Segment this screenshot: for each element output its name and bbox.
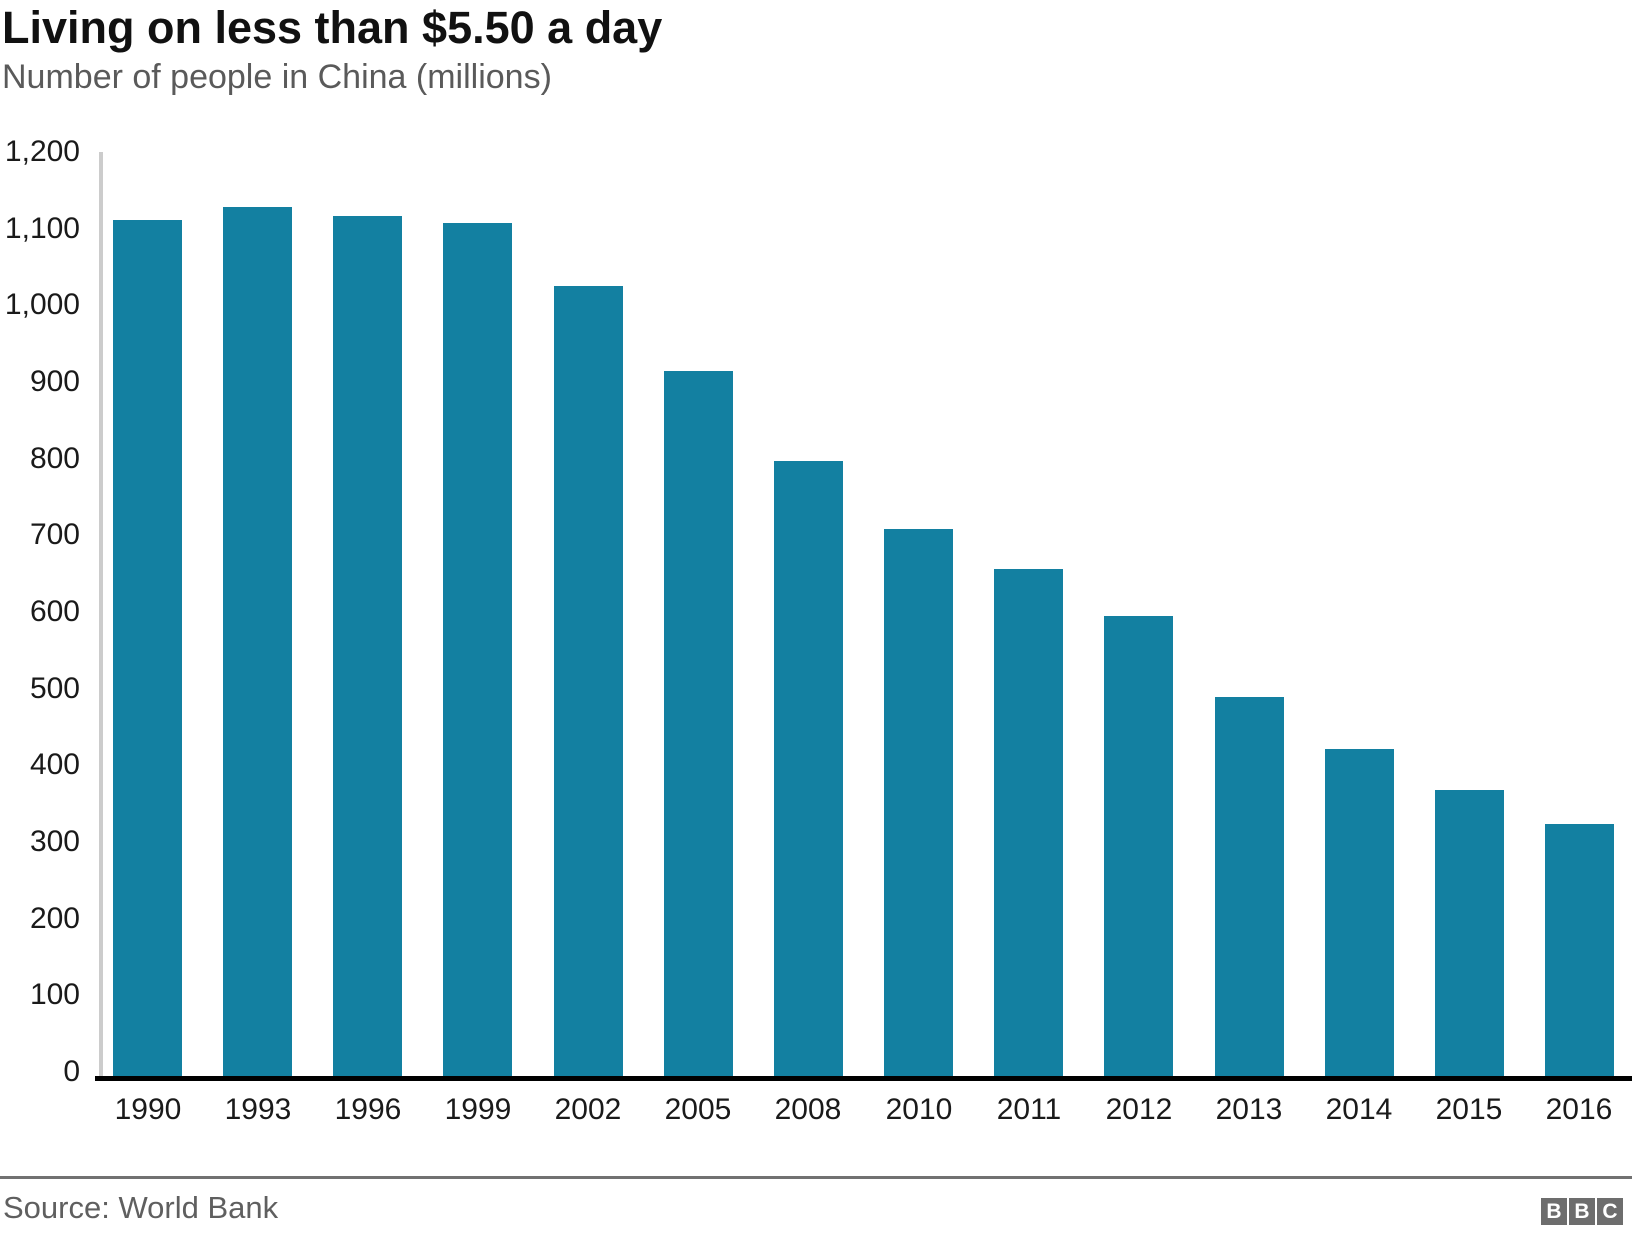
y-tick-label: 500: [29, 672, 80, 705]
x-tick-label-2015: 2015: [1435, 1093, 1503, 1126]
x-tick-label-2012: 2012: [1105, 1093, 1173, 1126]
bar-2011: [994, 569, 1063, 1076]
source-label: Source: World Bank: [3, 1190, 279, 1225]
x-tick-label-2008: 2008: [774, 1093, 842, 1126]
x-tick-label-1993: 1993: [224, 1093, 292, 1126]
bar-2012: [1104, 616, 1173, 1076]
bar-2005: [664, 371, 733, 1076]
y-tick-label: 200: [29, 902, 80, 935]
x-tick-label-2010: 2010: [885, 1093, 953, 1126]
y-tick-label: 1,000: [4, 288, 80, 321]
y-tick-label: 0: [63, 1055, 80, 1088]
x-tick-label-2014: 2014: [1325, 1093, 1393, 1126]
chart-title: Living on less than $5.50 a day: [2, 2, 663, 53]
x-tick-label-2011: 2011: [996, 1093, 1062, 1126]
x-tick-label-2013: 2013: [1215, 1093, 1283, 1126]
bar-2013: [1215, 697, 1284, 1076]
x-tick-label-2002: 2002: [554, 1093, 622, 1126]
x-axis-baseline: [95, 1076, 1632, 1081]
y-tick-label: 1,100: [4, 212, 80, 245]
y-tick-label: 800: [29, 442, 80, 475]
bar-2015: [1435, 790, 1504, 1076]
bbc-logo-letter-box: B: [1569, 1198, 1595, 1225]
bar-1993: [223, 207, 292, 1076]
y-tick-label: 600: [29, 595, 80, 628]
y-tick-label: 300: [29, 825, 80, 858]
x-tick-label-1999: 1999: [444, 1093, 512, 1126]
y-tick-label: 700: [29, 518, 80, 551]
footer-divider: [0, 1176, 1632, 1179]
y-tick-label: 900: [29, 365, 80, 398]
bbc-logo-letter-box: C: [1597, 1198, 1623, 1225]
bar-2014: [1325, 749, 1394, 1076]
bar-2002: [554, 286, 623, 1076]
chart-subtitle: Number of people in China (millions): [2, 58, 552, 96]
bar-2008: [774, 461, 843, 1076]
bar-1999: [443, 223, 512, 1076]
bar-2010: [884, 529, 953, 1076]
x-tick-label-1996: 1996: [334, 1093, 402, 1126]
y-tick-label: 400: [29, 748, 80, 781]
bar-1996: [333, 216, 402, 1076]
x-tick-label-1990: 1990: [114, 1093, 182, 1126]
y-tick-label: 1,200: [4, 135, 80, 168]
bar-1990: [113, 220, 182, 1076]
y-axis-line: [99, 152, 103, 1076]
x-tick-label-2016: 2016: [1545, 1093, 1613, 1126]
bbc-logo-letter-box: B: [1541, 1198, 1567, 1225]
x-tick-label-2005: 2005: [664, 1093, 732, 1126]
y-tick-label: 100: [29, 978, 80, 1011]
bar-2016: [1545, 824, 1614, 1076]
